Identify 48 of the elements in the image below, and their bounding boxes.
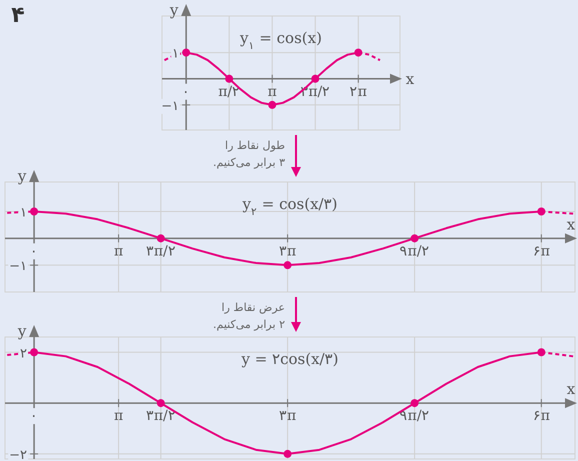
point	[537, 348, 546, 356]
point	[30, 348, 38, 356]
point	[410, 234, 419, 242]
point	[284, 261, 292, 270]
x-tick-label: ۳π/۲	[146, 408, 176, 424]
x-tick-label: π	[114, 408, 124, 424]
text: ۴	[11, 3, 25, 28]
point	[311, 74, 320, 83]
y-tick-label: −۱	[161, 98, 180, 114]
x-tick-label: ۰	[30, 408, 38, 424]
text: ۳ برابر می‌کنیم.	[213, 156, 286, 169]
x-tick-label: ۰	[182, 84, 190, 100]
point	[156, 399, 165, 408]
text: عرض نقاط را	[222, 301, 285, 314]
point	[284, 450, 292, 458]
x-tick-label: π	[114, 243, 124, 260]
text: y = ۲cos(x/۳)	[240, 350, 338, 368]
y-tick-label: −۱	[9, 259, 28, 274]
y-axis-title: y	[16, 322, 27, 340]
x-tick-label: ۹π/۲	[400, 408, 430, 424]
x-tick-label: ۳π	[278, 243, 296, 260]
x-tick-label: π/۲	[218, 84, 240, 100]
x-axis-title: x	[566, 215, 576, 234]
x-tick-label: ۶π	[532, 243, 550, 260]
point	[30, 208, 38, 216]
y-tick-label: ۲	[20, 346, 28, 362]
text: طول نقاط را	[225, 139, 286, 152]
x-tick-label: ۶π	[532, 408, 550, 424]
x-axis-title: x	[406, 70, 415, 88]
x-tick-label: ۳π/۲	[146, 243, 176, 260]
text: ۲ برابر می‌کنیم.	[213, 318, 286, 331]
point	[354, 48, 362, 57]
point	[225, 74, 234, 83]
point	[537, 208, 546, 216]
point	[156, 234, 165, 242]
y-axis-title: y	[16, 167, 27, 185]
point	[182, 48, 190, 57]
point	[268, 100, 276, 109]
y-tick-label: −۲	[9, 448, 28, 461]
x-tick-label: ۰	[30, 243, 38, 260]
x-tick-label: π	[268, 84, 277, 100]
point	[410, 399, 419, 408]
y-axis-title: y	[168, 1, 179, 19]
x-tick-label: ۹π/۲	[400, 243, 430, 260]
y-tick-label: ۱	[20, 206, 28, 221]
x-tick-label: ۳π	[278, 408, 296, 424]
x-axis-title: x	[566, 380, 576, 398]
x-tick-label: ۲π	[350, 84, 367, 100]
